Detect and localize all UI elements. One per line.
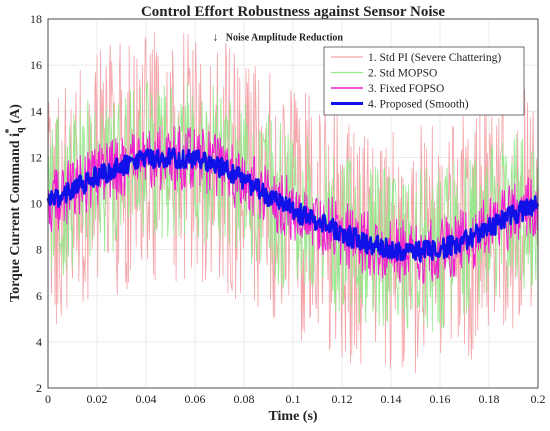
x-tick-label: 0.16: [430, 392, 451, 406]
annotation: ↓ Noise Amplitude Reduction: [213, 31, 344, 43]
series-line: [47, 31, 539, 374]
y-axis-label-subscript: q: [15, 127, 26, 133]
y-tick-label: 8: [36, 243, 42, 257]
y-axis-label: Torque Current Command iq* (A): [4, 104, 26, 302]
plot-frame: [47, 18, 539, 389]
annotation-arrow-icon: ↓: [213, 31, 219, 43]
chart-title: Control Effort Robustness against Sensor…: [141, 4, 445, 20]
x-tick-label: 0: [45, 392, 51, 406]
series-layer: [46, 31, 540, 374]
x-tick-label: 0.2: [531, 392, 546, 406]
y-axis-label-main: Torque Current Command i: [8, 133, 23, 302]
legend-label: 3. Fixed FOPSO: [368, 83, 444, 95]
y-tick-label: 16: [30, 58, 42, 72]
x-tick-label: 0.04: [136, 392, 157, 406]
x-tick-label: 0.1: [286, 392, 301, 406]
y-tick-label: 4: [36, 335, 42, 349]
y-axis-label-unit: (A): [8, 104, 23, 124]
x-axis-label: Time (s): [268, 409, 317, 424]
x-tick-label: 0.06: [185, 392, 206, 406]
legend-label: 2. Std MOPSO: [368, 68, 437, 80]
y-tick-label: 18: [30, 12, 42, 26]
legend-items: 1. Std PI (Severe Chattering) 2. Std MOPS…: [331, 52, 501, 111]
y-tick-label: 12: [30, 150, 42, 164]
x-tick-label: 0.12: [332, 392, 353, 406]
x-tick-labels: 0 0.02 0.04 0.06 0.08 0.1 0.12 0.14 0.16 0.18 0.2: [45, 392, 546, 406]
legend-label: 1. Std PI (Severe Chattering): [368, 52, 501, 64]
y-tick-label: 6: [36, 289, 42, 303]
y-tick-label: 2: [36, 381, 42, 395]
legend: 1. Std PI (Severe Chattering) 2. Std MOPS…: [323, 46, 525, 116]
x-tick-label: 0.02: [87, 392, 108, 406]
x-tick-label: 0.08: [234, 392, 255, 406]
y-tick-labels: 2 4 6 8 10 12 14 16 18: [30, 12, 42, 395]
x-tick-label: 0.18: [479, 392, 500, 406]
annotation-text: Noise Amplitude Reduction: [226, 32, 344, 43]
y-tick-label: 10: [30, 197, 42, 211]
x-tick-label: 0.14: [381, 392, 402, 406]
y-tick-label: 14: [30, 104, 42, 118]
series-line: [47, 81, 539, 333]
series-line: [46, 147, 540, 263]
legend-label: 4. Proposed (Smooth): [368, 99, 469, 111]
y-axis-label-superscript: *: [4, 128, 15, 133]
